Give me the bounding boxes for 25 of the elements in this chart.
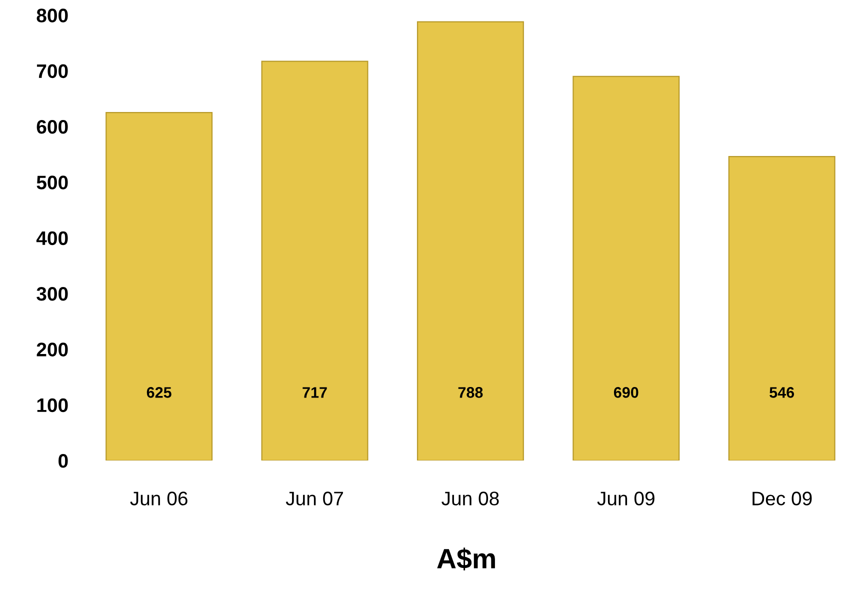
data-label: 625 xyxy=(146,387,172,398)
y-tick-label: 700 xyxy=(36,64,68,78)
x-tick-label: Dec 09 xyxy=(752,492,812,506)
y-tick-label: 400 xyxy=(36,231,68,246)
x-tick-label: Jun 07 xyxy=(286,492,343,506)
y-tick-label: 300 xyxy=(36,287,68,301)
data-label: 717 xyxy=(302,387,327,398)
data-label: 788 xyxy=(458,387,483,398)
y-tick-label: 500 xyxy=(36,176,68,190)
y-tick-label: 200 xyxy=(36,342,68,356)
x-tick-label: Jun 09 xyxy=(597,492,654,506)
y-tick-label: 800 xyxy=(36,8,68,22)
data-label: 546 xyxy=(770,387,794,398)
bar xyxy=(728,156,836,461)
bar xyxy=(106,112,213,461)
data-label: 690 xyxy=(614,387,638,398)
y-tick-label: 100 xyxy=(37,398,68,412)
x-tick-label: Jun 06 xyxy=(130,492,188,506)
bar xyxy=(572,76,680,461)
y-tick-label: 600 xyxy=(36,120,68,134)
x-axis-title: A$m xyxy=(437,548,495,570)
bar xyxy=(261,60,368,461)
bar xyxy=(416,21,524,461)
y-tick-label: 0 xyxy=(58,454,68,468)
x-tick-label: Jun 08 xyxy=(442,492,499,506)
